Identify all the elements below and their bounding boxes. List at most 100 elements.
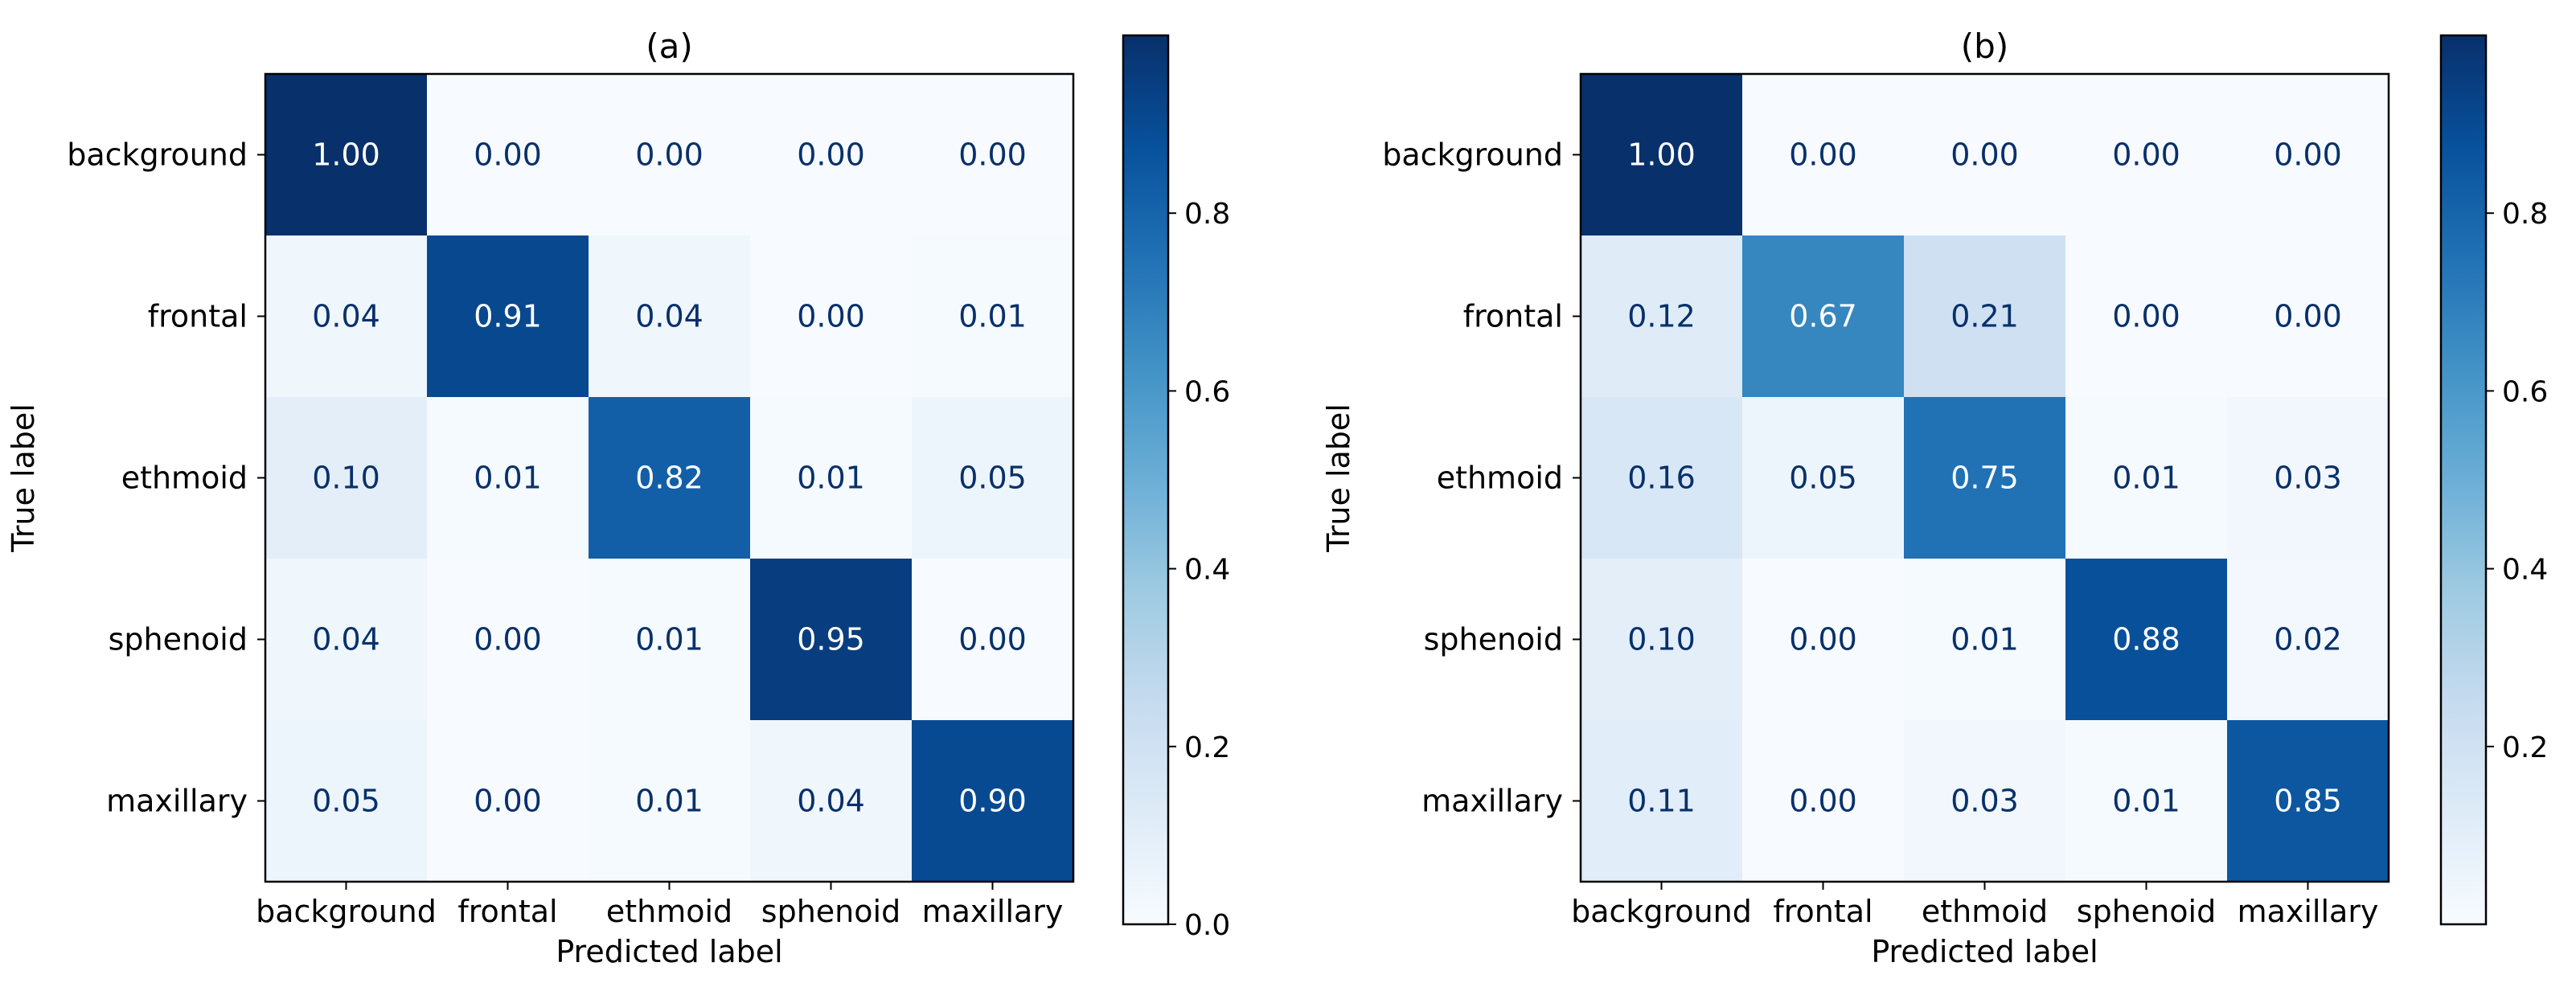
cell-value-label: 0.00 [2274, 299, 2342, 334]
heatmap-cell [2227, 720, 2389, 882]
cell-value-label: 0.10 [1627, 622, 1696, 657]
colorbar [1122, 34, 1170, 926]
heatmap-cell [265, 235, 427, 397]
heatmap-cell [427, 235, 589, 397]
y-tick-label: frontal [148, 299, 248, 334]
heatmap-cell [1742, 74, 1904, 235]
cell-value-label: 0.00 [797, 299, 865, 334]
x-tick-label: maxillary [2238, 894, 2379, 929]
colorbar-tick-label: 0.4 [1184, 554, 1230, 587]
heatmap-cell [1581, 74, 1742, 235]
heatmap-cell [2065, 397, 2227, 559]
cell-value-label: 0.21 [1950, 299, 2019, 334]
heatmap-cell [265, 559, 427, 720]
heatmap-cell [1742, 397, 1904, 559]
colorbar [2439, 34, 2488, 926]
y-tick-label: sphenoid [1424, 622, 1563, 657]
cell-value-label: 0.02 [2274, 622, 2342, 657]
heatmap-cell [2227, 397, 2389, 559]
colorbar-tick-label: 0.2 [1184, 731, 1230, 764]
heatmap-cell [750, 720, 912, 882]
cell-value-label: 0.00 [474, 784, 542, 819]
heatmap-cell [750, 235, 912, 397]
heatmap-cell [427, 74, 589, 235]
panel-b: (b) 1.00 0.00 0.00 0.00 0.00 0.12 0.67 0.21 0.00 0… [1321, 27, 2548, 969]
cell-value-label: 0.00 [2112, 137, 2180, 173]
heatmap-cell [1742, 720, 1904, 882]
colorbar-tick-label: 0.0 [1184, 909, 1230, 942]
cell-value-label: 0.00 [1789, 784, 1857, 819]
cell-value-label: 0.01 [958, 299, 1027, 334]
x-tick-label: sphenoid [761, 894, 900, 929]
heatmap-cell [1904, 720, 2065, 882]
cell-value-label: 0.04 [797, 784, 865, 819]
y-tick-label: ethmoid [121, 461, 248, 496]
cell-value-label: 0.05 [1789, 461, 1857, 496]
y-tick-label: maxillary [106, 784, 248, 819]
colorbar-tick-label: 0.6 [2502, 375, 2548, 408]
heatmap-cell [1904, 397, 2065, 559]
cell-value-label: 0.01 [2112, 784, 2180, 819]
heatmap-cell [912, 397, 1073, 559]
heatmap-cell [2227, 74, 2389, 235]
heatmap-cell [912, 74, 1073, 235]
heatmap-cell [750, 397, 912, 559]
heatmap-cell [2227, 559, 2389, 720]
cell-value-label: 0.12 [1627, 299, 1696, 334]
cell-value-label: 0.82 [635, 461, 703, 496]
cell-value-label: 0.00 [474, 137, 542, 173]
heatmap-cell [750, 74, 912, 235]
heatmap-cell [589, 397, 750, 559]
cell-value-label: 0.05 [312, 784, 380, 819]
y-tick-label: sphenoid [109, 622, 248, 657]
y-tick-label: background [1382, 137, 1563, 173]
x-tick-label: background [1571, 894, 1752, 929]
colorbar-tick-label: 0.4 [2502, 554, 2548, 587]
cell-value-label: 0.00 [474, 622, 542, 657]
y-tick-label: background [67, 137, 248, 173]
cell-value-label: 0.00 [1950, 137, 2019, 173]
panel-a: (a) 1.00 0.00 0.00 0.00 0.00 0.04 0.91 0.04 0.00 0… [6, 27, 1230, 969]
heatmap-cell [427, 397, 589, 559]
heatmap-cell [265, 397, 427, 559]
heatmap-cell [1581, 720, 1742, 882]
heatmap-cell [265, 74, 427, 235]
cell-value-label: 1.00 [1627, 137, 1696, 173]
x-tick-label: sphenoid [2077, 894, 2216, 929]
heatmap-cell [1742, 559, 1904, 720]
y-axis-label: True label [6, 403, 41, 553]
heatmap-cell [2065, 559, 2227, 720]
cell-value-label: 0.91 [474, 299, 542, 334]
x-tick-label: maxillary [922, 894, 1064, 929]
cell-value-label: 0.04 [635, 299, 703, 334]
heatmap-cell [912, 720, 1073, 882]
y-tick-label: frontal [1463, 299, 1563, 334]
cell-value-label: 0.00 [797, 137, 865, 173]
cell-value-label: 0.00 [1789, 622, 1857, 657]
heatmap-cell [589, 74, 750, 235]
heatmap-cell [1581, 559, 1742, 720]
heatmap-cell [1904, 74, 2065, 235]
heatmap-cell [589, 559, 750, 720]
heatmap-cell [1904, 559, 2065, 720]
cell-value-label: 0.01 [474, 461, 542, 496]
x-tick-label: frontal [1773, 894, 1873, 929]
cell-value-label: 0.00 [635, 137, 703, 173]
cell-value-label: 0.75 [1950, 461, 2019, 496]
y-axis-label: True label [1321, 403, 1356, 553]
chart-title: (a) [646, 27, 693, 66]
heatmap-cell [912, 559, 1073, 720]
heatmap-cell [427, 559, 589, 720]
cell-value-label: 0.95 [797, 622, 865, 657]
heatmap-cell [589, 235, 750, 397]
cell-value-label: 0.00 [1789, 137, 1857, 173]
cell-value-label: 0.67 [1789, 299, 1857, 334]
cell-value-label: 0.01 [2112, 461, 2180, 496]
cell-value-label: 0.03 [2274, 461, 2342, 496]
x-axis-label: Predicted label [1871, 934, 2098, 969]
heatmap-cell [2065, 74, 2227, 235]
heatmap-cell [427, 720, 589, 882]
cell-value-label: 1.00 [312, 137, 380, 173]
x-tick-label: ethmoid [1922, 894, 2048, 929]
